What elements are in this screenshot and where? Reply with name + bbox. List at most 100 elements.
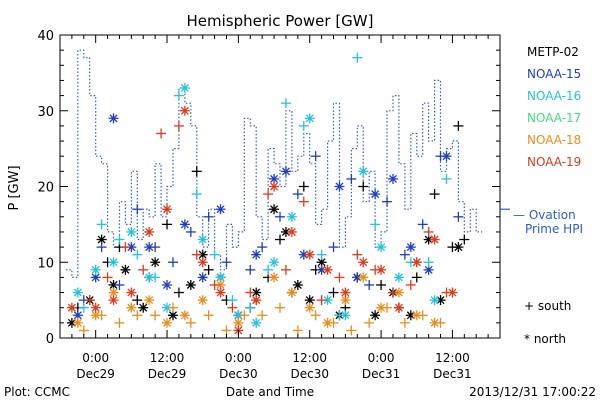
north-point (316, 264, 327, 275)
south-point (275, 211, 285, 222)
south-point (411, 272, 422, 283)
north-point (144, 272, 155, 283)
north-point-ray (317, 265, 326, 274)
north-point (441, 151, 452, 162)
north-point-ray (234, 318, 243, 327)
north-point (197, 257, 208, 268)
north-point-ray (145, 273, 154, 282)
north-point-ray (168, 311, 177, 320)
north-point (435, 295, 446, 306)
north-point (286, 226, 297, 237)
x-tick-time: 12:00 (435, 351, 470, 365)
north-point-ray (317, 258, 326, 267)
north-point-ray (394, 288, 403, 297)
north-point-ray (163, 205, 172, 214)
y-tick-label: 40 (37, 29, 54, 44)
north-point (251, 295, 262, 306)
south-point (132, 204, 143, 215)
north-point-ray (442, 152, 451, 161)
south-point (227, 302, 238, 313)
legend-entry: NOAA-16 (527, 89, 581, 103)
north-point (108, 257, 119, 268)
legend-entry: NOAA-19 (527, 155, 581, 169)
south-point (245, 302, 256, 313)
north-point-ray (281, 167, 290, 176)
north-point (393, 272, 404, 283)
south-point (185, 317, 196, 328)
south-point (96, 242, 107, 253)
south-point (376, 279, 387, 290)
north-point (126, 302, 137, 313)
south-point (370, 219, 381, 230)
legend-entry: NOAA-18 (527, 133, 581, 147)
north-marker-label: * north (524, 332, 566, 346)
south-point (275, 234, 285, 245)
north-point (108, 295, 119, 306)
north-point (411, 257, 422, 268)
south-point (275, 302, 285, 313)
north-point-ray (163, 303, 172, 312)
legend-entry: NOAA-17 (527, 111, 581, 125)
south-point (417, 219, 428, 230)
north-point (179, 83, 190, 94)
north-point-ray (323, 296, 332, 305)
north-point (269, 257, 280, 268)
north-point (185, 279, 196, 290)
north-point-ray (341, 296, 350, 305)
north-point-ray (252, 288, 261, 297)
north-point-ray (270, 205, 279, 214)
y-axis: 0 10 20 30 40 (37, 29, 500, 347)
south-point (245, 287, 256, 298)
north-point-ray (109, 114, 118, 123)
x-tick-time: 0:00 (82, 351, 109, 365)
north-point-ray (359, 258, 368, 267)
north-point (304, 113, 315, 124)
ovation-label-2: Prime HPI (525, 222, 583, 236)
north-point-ray (424, 265, 433, 274)
north-point (162, 317, 173, 328)
south-point (292, 189, 303, 200)
south-point (328, 242, 339, 253)
x-tick-time: 12:00 (292, 351, 327, 365)
south-point (102, 272, 113, 283)
ovation-line (65, 49, 483, 278)
north-point-ray (163, 280, 172, 289)
south-point (120, 242, 131, 253)
north-point-ray (305, 114, 314, 123)
north-point-ray (127, 303, 136, 312)
north-point (447, 287, 458, 298)
north-point (269, 181, 280, 192)
north-point (376, 264, 387, 275)
north-point-ray (216, 288, 225, 297)
south-point (191, 189, 202, 200)
south-point (114, 279, 125, 290)
north-point-ray (73, 311, 82, 320)
north-point (340, 310, 351, 321)
north-point (90, 302, 101, 313)
south-point (429, 189, 440, 200)
north-point-ray (430, 235, 439, 244)
south-point (399, 317, 410, 328)
north-point-ray (412, 311, 421, 320)
north-point-ray (305, 303, 314, 312)
south-point (399, 249, 410, 260)
north-point (393, 302, 404, 313)
north-point-ray (430, 318, 439, 327)
north-point-ray (151, 258, 160, 267)
south-point (292, 325, 303, 336)
north-point (269, 173, 280, 184)
north-point (197, 272, 208, 283)
north-point (215, 204, 226, 215)
south-point (221, 325, 232, 336)
north-point-ray (67, 303, 76, 312)
y-tick-label: 20 (37, 181, 54, 196)
legend-entry: METP-02 (527, 45, 579, 59)
south-point (346, 173, 357, 184)
south-point (132, 310, 143, 321)
north-point (286, 287, 297, 298)
legend: METP-02 NOAA-15 NOAA-16 NOAA-17 NOAA-18 NOAA-… (500, 45, 581, 210)
north-point (126, 287, 137, 298)
north-point-ray (180, 220, 189, 229)
south-point (346, 325, 357, 336)
north-point-ray (305, 296, 314, 305)
